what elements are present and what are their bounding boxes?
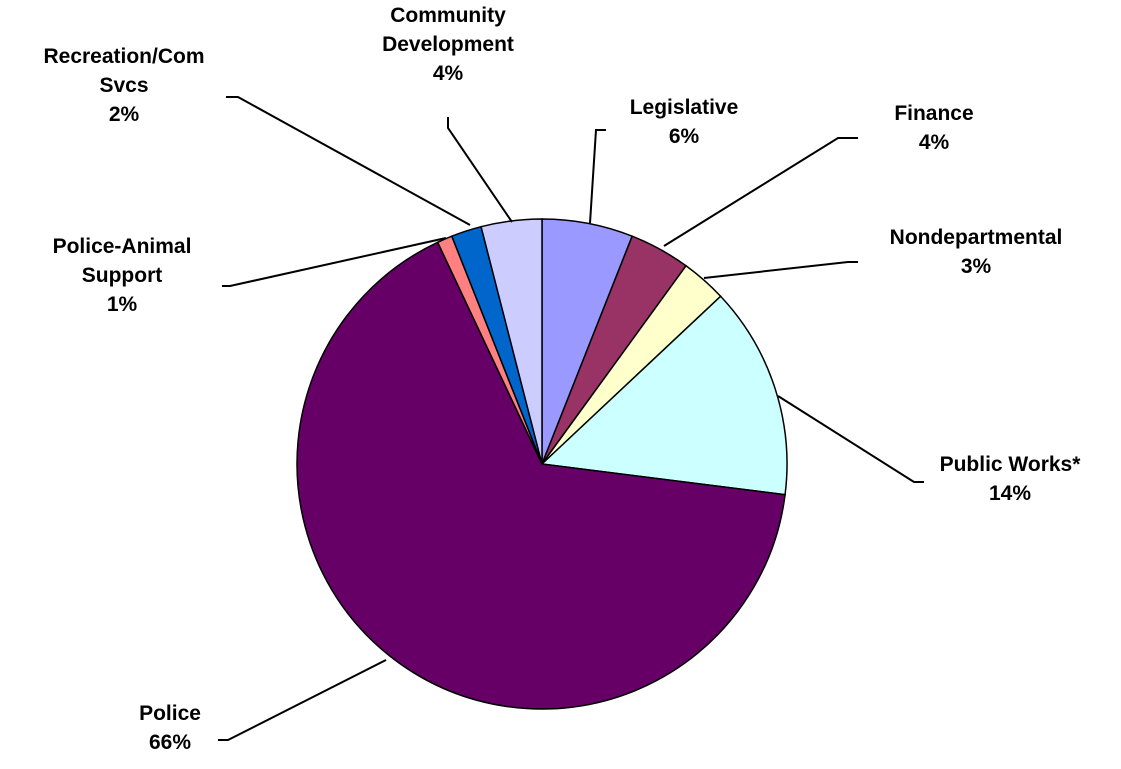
slice-value-label: 66%: [149, 731, 191, 754]
slice-labels: Legislative 6% Finance 4% Nondepartmental 3% P…: [43, 4, 1081, 754]
slice-name-label: Finance: [894, 102, 973, 125]
slice-value-label: 2%: [109, 103, 140, 126]
slice-name-label: Police-Animal: [53, 235, 192, 258]
leader-line-nondepartmental: [703, 261, 858, 279]
slice-label-police: Police 66%: [139, 702, 201, 754]
slice-label-finance: Finance 4%: [894, 102, 973, 154]
slice-label-recreation-com-svcs: Recreation/Com Svcs 2%: [43, 45, 204, 126]
leader-line-legislative: [589, 129, 606, 224]
slice-label-community-development: Community Development 4%: [382, 4, 514, 85]
slice-name-label: Support: [82, 264, 162, 287]
slice-label-public-works: Public Works* 14%: [940, 453, 1082, 505]
slice-value-label: 14%: [989, 482, 1031, 505]
slice-name-label: Legislative: [630, 96, 739, 119]
leader-line-community-development: [447, 117, 513, 223]
slice-label-nondepartmental: Nondepartmental 3%: [890, 226, 1063, 278]
slice-name-label: Svcs: [99, 74, 148, 97]
leader-line-police-animal-support: [222, 237, 447, 287]
slice-value-label: 6%: [669, 125, 700, 148]
leader-line-police: [218, 659, 387, 741]
slice-label-police-animal-support: Police-Animal Support 1%: [53, 235, 192, 316]
slice-name-label: Community: [390, 4, 506, 27]
slice-value-label: 1%: [107, 293, 138, 316]
leader-line-finance: [663, 137, 858, 247]
slice-value-label: 4%: [433, 62, 464, 85]
slice-name-label: Police: [139, 702, 201, 725]
pie-slices: [296, 218, 788, 710]
slice-name-label: Recreation/Com: [43, 45, 204, 68]
pie-slice-public-works: [540, 295, 788, 496]
slice-name-label: Nondepartmental: [890, 226, 1063, 249]
pie-slice-police: [296, 241, 786, 710]
leader-lines: [218, 96, 924, 741]
slice-name-label: Development: [382, 33, 514, 56]
slice-name-label: Public Works*: [940, 453, 1082, 476]
leader-line-public-works: [777, 395, 924, 483]
leader-line-recreation-com-svcs: [226, 96, 471, 226]
slice-label-legislative: Legislative 6%: [630, 96, 739, 148]
slice-value-label: 4%: [919, 131, 950, 154]
slice-value-label: 3%: [961, 255, 992, 278]
